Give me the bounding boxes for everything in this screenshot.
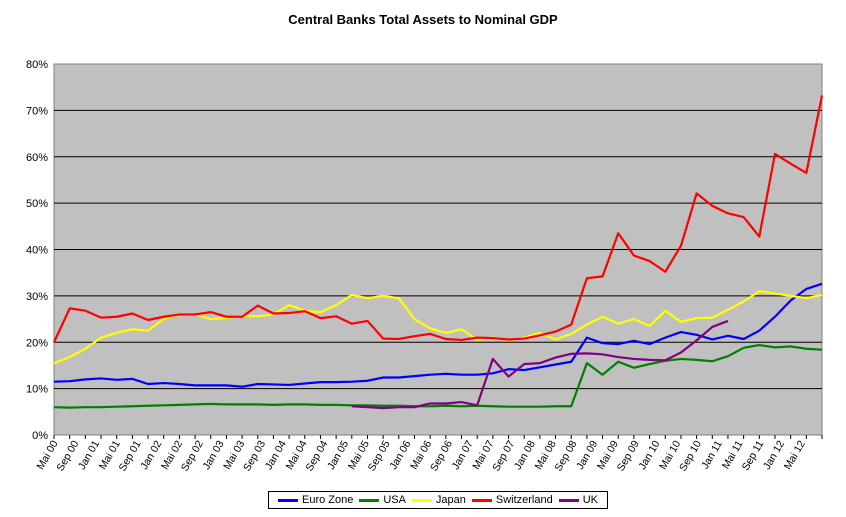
x-tick-label: Mai 12: [782, 438, 808, 471]
y-tick-label: 10%: [26, 384, 48, 396]
legend-item: Euro Zone: [277, 494, 354, 506]
y-tick-label: 0%: [32, 430, 48, 442]
series-line-switzerland: [53, 95, 824, 343]
legend-label: USA: [383, 494, 406, 506]
y-tick-label: 50%: [26, 198, 48, 210]
legend-label: Switzerland: [495, 494, 553, 506]
series-lines: [53, 95, 824, 410]
legend-swatch: [277, 498, 298, 502]
legend-swatch: [471, 498, 492, 502]
y-tick-label: 70%: [26, 105, 48, 117]
legend-swatch: [558, 498, 579, 502]
legend: Euro Zone USA Japan Switzerland UK: [268, 491, 608, 509]
series-line-usa: [53, 343, 823, 409]
legend-item: Japan: [411, 494, 466, 506]
legend-label: Euro Zone: [301, 494, 354, 506]
legend-label: UK: [582, 494, 598, 506]
legend-item: UK: [558, 494, 598, 506]
chart-title: Central Banks Total Assets to Nominal GD…: [288, 12, 558, 27]
y-axis-tick-labels: 0% 10% 20% 30% 40% 50% 60% 70% 80%: [26, 59, 48, 442]
y-tick-label: 20%: [26, 337, 48, 349]
legend-swatch: [359, 498, 380, 502]
series-line-uk: [351, 319, 729, 410]
y-tick-label: 80%: [26, 59, 48, 71]
y-tick-label: 40%: [26, 245, 48, 257]
legend-swatch: [411, 498, 432, 502]
y-tick-label: 60%: [26, 152, 48, 164]
gridlines: [54, 109, 822, 390]
legend-item: USA: [359, 494, 406, 506]
legend-item: Switzerland: [471, 494, 553, 506]
legend-label: Japan: [435, 494, 466, 506]
series-line-euro-zone: [53, 282, 823, 388]
y-tick-label: 30%: [26, 291, 48, 303]
